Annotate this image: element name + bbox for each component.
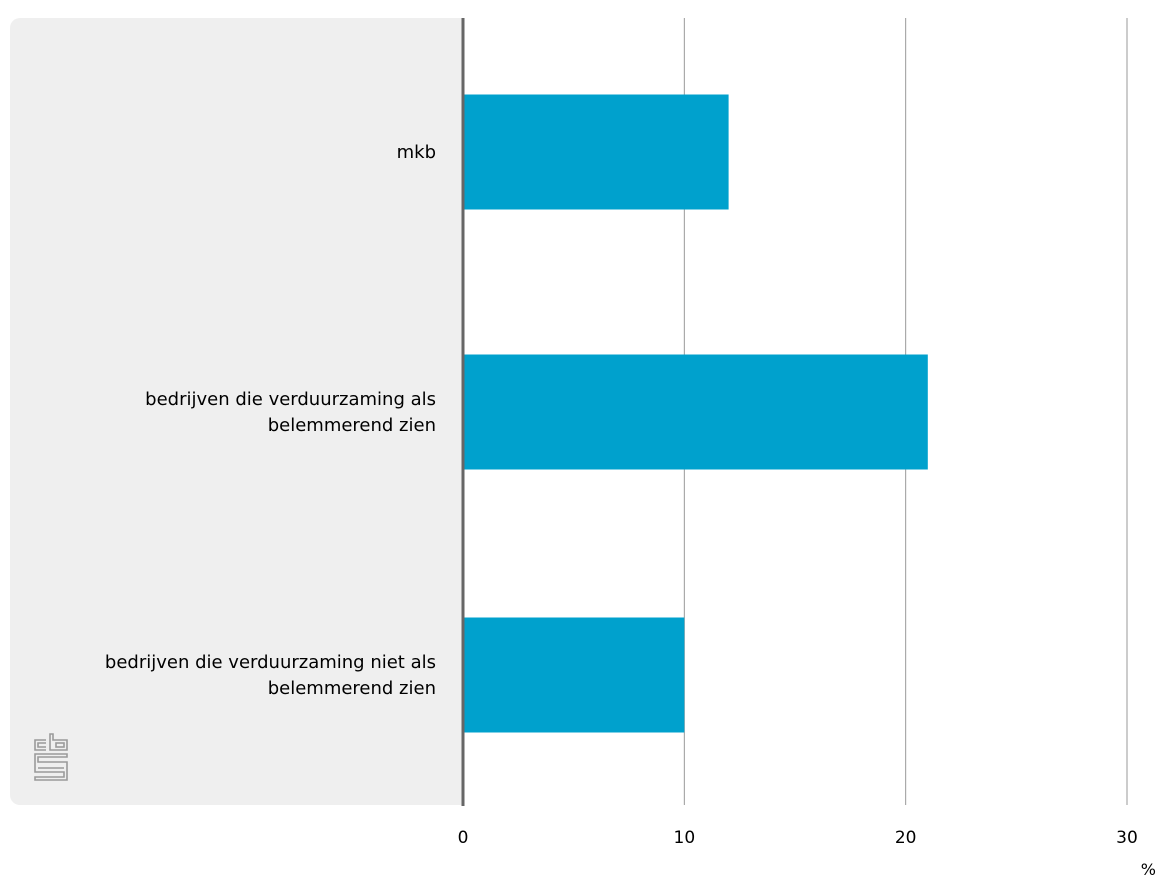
category-label: bedrijven die verduurzaming als: [145, 389, 436, 410]
cbs-logo-icon: [34, 733, 68, 781]
x-tick-label: 20: [895, 828, 917, 848]
x-tick-label: 10: [674, 828, 696, 848]
category-label: belemmerend zien: [268, 678, 436, 699]
category-label: belemmerend zien: [268, 415, 436, 436]
x-unit-label: %: [1141, 860, 1156, 879]
bar-0: [463, 94, 729, 210]
bar-1: [463, 354, 928, 470]
category-label: bedrijven die verduurzaming niet als: [105, 652, 436, 673]
category-label: mkb: [397, 142, 436, 163]
category-label-panel: [10, 18, 463, 805]
x-tick-label: 0: [458, 828, 469, 848]
bar-2: [463, 617, 685, 733]
x-tick-label: 30: [1116, 828, 1138, 848]
